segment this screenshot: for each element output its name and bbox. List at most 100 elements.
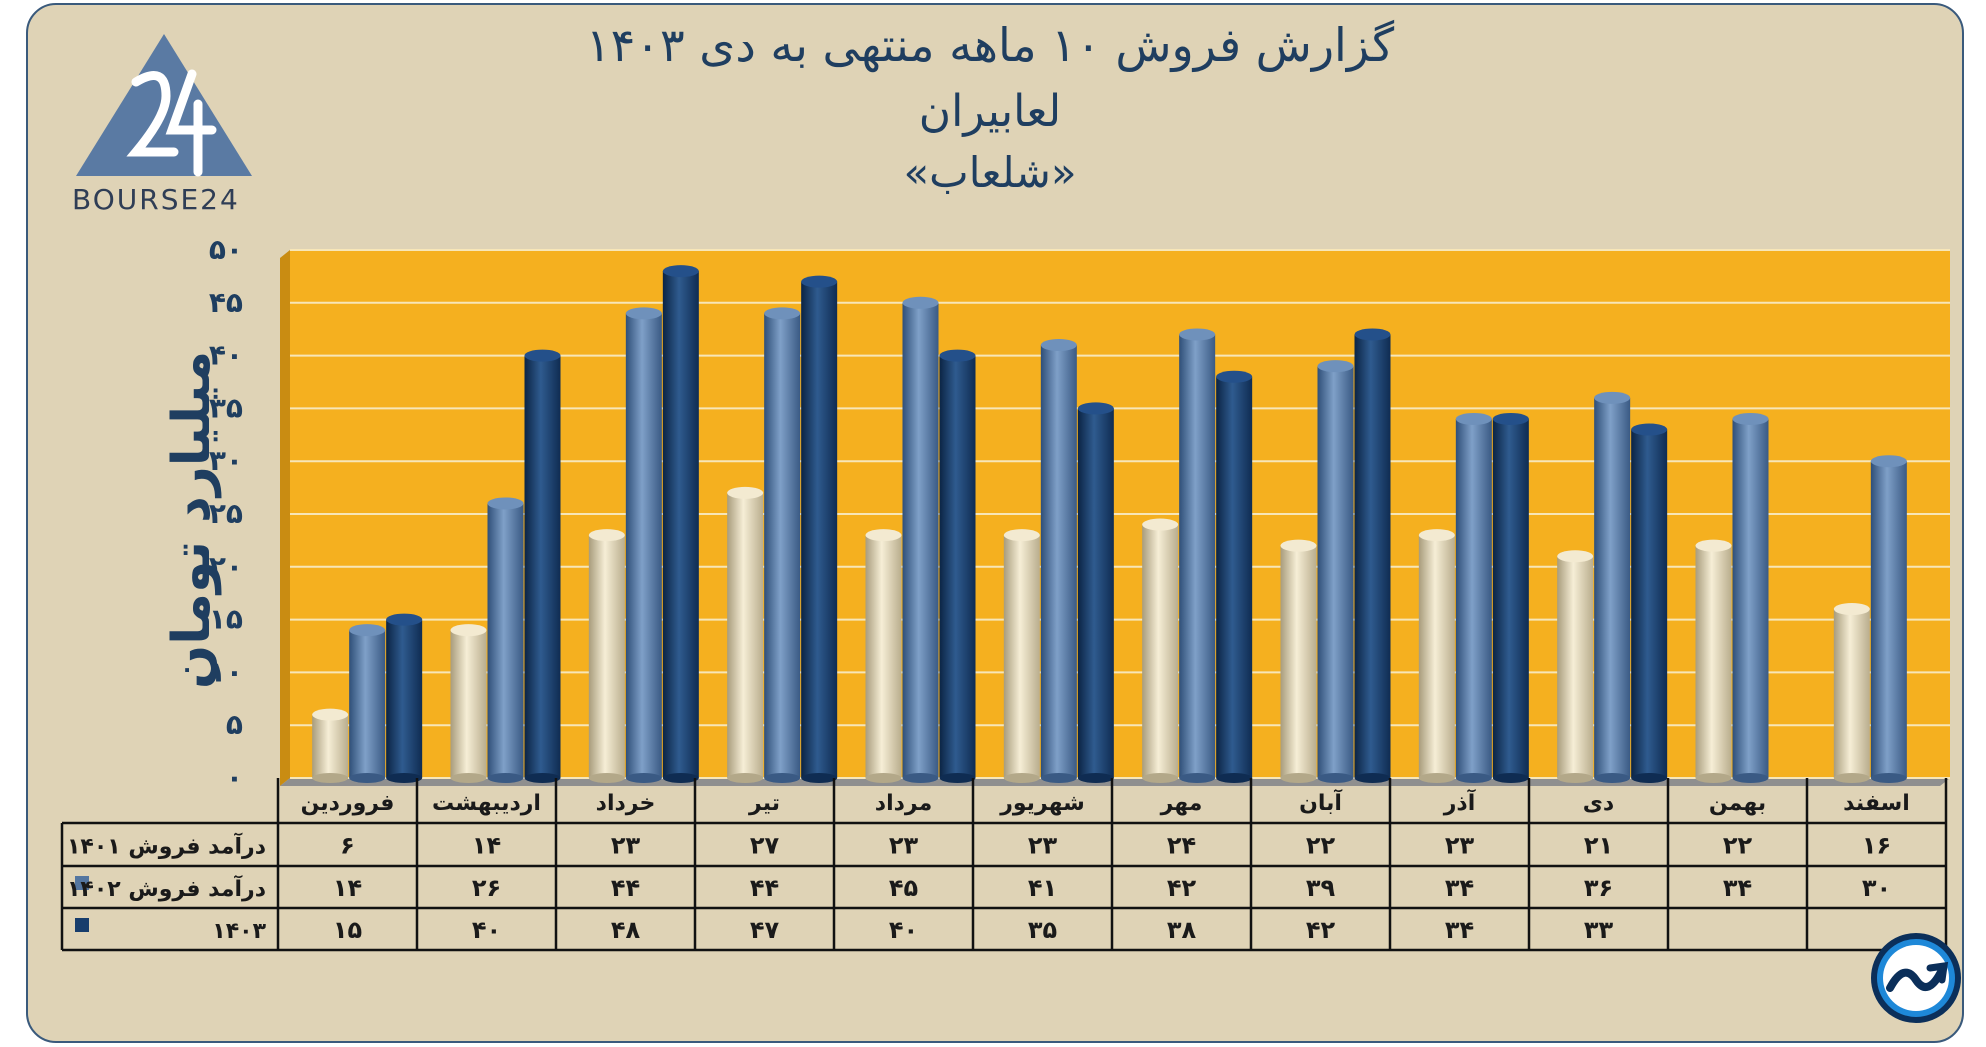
bar-1402	[487, 497, 524, 783]
bar-1402	[625, 307, 662, 783]
bar-1402	[1317, 360, 1354, 783]
y-tick-label: ۵۰	[209, 233, 243, 266]
bar-1401	[1695, 539, 1732, 783]
bar-1402	[349, 624, 386, 783]
data-label: ۴۱	[1028, 874, 1057, 902]
bar-1402	[1455, 412, 1492, 783]
data-label: ۴۸	[611, 916, 641, 944]
plot-floor	[280, 778, 1950, 786]
data-label: ۲۳	[889, 832, 919, 860]
plot-side-wall	[280, 250, 290, 786]
y-tick-label: ۳۵	[209, 391, 243, 424]
data-label: ۳۵	[1028, 916, 1057, 944]
series-name: ۱۴۰۳	[212, 919, 266, 944]
category-label: شهریور	[999, 791, 1085, 816]
data-label: ۲۶	[472, 874, 501, 902]
y-tick-label: ۵	[226, 708, 243, 741]
legend-swatch-1403	[75, 918, 89, 932]
y-tick-label: ۱۵	[209, 603, 243, 636]
data-label: ۳۴	[1445, 916, 1474, 944]
data-label: ۳۶	[1584, 874, 1613, 902]
y-tick-label: ۳۰	[209, 444, 243, 477]
company-name: لعابیران	[918, 86, 1062, 137]
data-label: ۲۲	[1306, 832, 1336, 860]
bar-1403	[524, 349, 561, 783]
bar-1402	[1870, 455, 1907, 783]
trend-badge-icon	[1870, 932, 1962, 1024]
data-label: ۴۲	[1167, 874, 1197, 902]
data-label: ۱۵	[333, 916, 362, 944]
y-tick-label: ۲۰	[209, 550, 243, 583]
data-label: ۲۷	[750, 832, 780, 860]
bar-1402	[764, 307, 801, 783]
data-label: ۳۸	[1167, 916, 1197, 944]
bar-1401	[1833, 603, 1870, 783]
data-label: ۳۹	[1306, 874, 1336, 902]
data-label: ۴۰	[472, 916, 501, 944]
bar-1401	[588, 529, 625, 783]
y-tick-label: ۰	[226, 761, 243, 794]
bar-1402	[1732, 412, 1769, 783]
bar-1403	[1077, 402, 1114, 783]
bar-1401	[450, 624, 487, 783]
chart-title: گزارش فروش ۱۰ ماهه منتهی به دی ۱۴۰۳	[585, 18, 1395, 72]
bar-1401	[312, 708, 349, 783]
data-label: ۴۷	[750, 916, 780, 944]
ticker-symbol: «شلعاب»	[903, 148, 1077, 197]
bar-1402	[1179, 328, 1216, 783]
bar-1402	[1040, 339, 1077, 783]
bar-1401	[1003, 529, 1040, 783]
y-tick-label: ۱۰	[209, 655, 243, 688]
bar-1401	[865, 529, 902, 783]
data-label: ۴۴	[611, 874, 640, 902]
legend-swatch-1402	[75, 876, 89, 890]
category-label: فروردین	[301, 791, 395, 816]
bar-1401	[1280, 539, 1317, 783]
bourse24-logo	[74, 34, 254, 214]
bar-1402	[1594, 391, 1631, 783]
bar-1401	[1557, 550, 1594, 783]
data-label: ۲۲	[1723, 832, 1753, 860]
data-label: ۳۴	[1723, 874, 1752, 902]
data-label: ۳۰	[1862, 874, 1891, 902]
bar-1401	[727, 486, 764, 783]
data-label: ۲۱	[1584, 832, 1613, 860]
bar-1401	[1418, 529, 1455, 783]
data-label: ۲۴	[1167, 832, 1196, 860]
bar-1403	[1492, 412, 1529, 783]
category-label: آذر	[1443, 788, 1476, 816]
data-label: ۲۳	[611, 832, 641, 860]
category-label: بهمن	[1709, 791, 1766, 816]
category-label: مهر	[1160, 791, 1203, 816]
category-label: مرداد	[875, 791, 932, 816]
y-tick-label: ۴۵	[209, 286, 243, 319]
data-label: ۴۴	[750, 874, 779, 902]
data-label: ۲۳	[1028, 832, 1058, 860]
series-name: درآمد فروش ۱۴۰۲	[67, 874, 266, 902]
data-label: ۳۴	[1445, 874, 1474, 902]
bar-1402	[902, 296, 939, 783]
logo-text: BOURSE24	[72, 183, 240, 216]
category-label: دی	[1583, 791, 1614, 816]
bar-1403	[1354, 328, 1391, 783]
data-label: ۱۴	[333, 874, 362, 902]
category-label: اردیبهشت	[432, 791, 541, 816]
category-label: آبان	[1299, 788, 1342, 816]
data-label: ۴۲	[1306, 916, 1336, 944]
y-tick-label: ۲۵	[209, 497, 243, 530]
data-label: ۴۰	[889, 916, 918, 944]
bar-1401	[1142, 518, 1179, 783]
category-label: اسفند	[1843, 791, 1910, 816]
bar-1403	[1216, 370, 1253, 783]
bar-1403	[662, 265, 699, 783]
data-label: ۱۶	[1862, 832, 1891, 860]
category-label: خرداد	[596, 791, 656, 816]
bar-1403	[1631, 423, 1668, 783]
data-label: ۱۴	[472, 832, 501, 860]
data-label: ۶	[340, 832, 355, 860]
bar-1403	[801, 275, 838, 783]
series-name: درآمد فروش ۱۴۰۱	[67, 832, 266, 860]
data-label: ۳۳	[1584, 916, 1614, 944]
data-label: ۴۵	[889, 874, 918, 902]
